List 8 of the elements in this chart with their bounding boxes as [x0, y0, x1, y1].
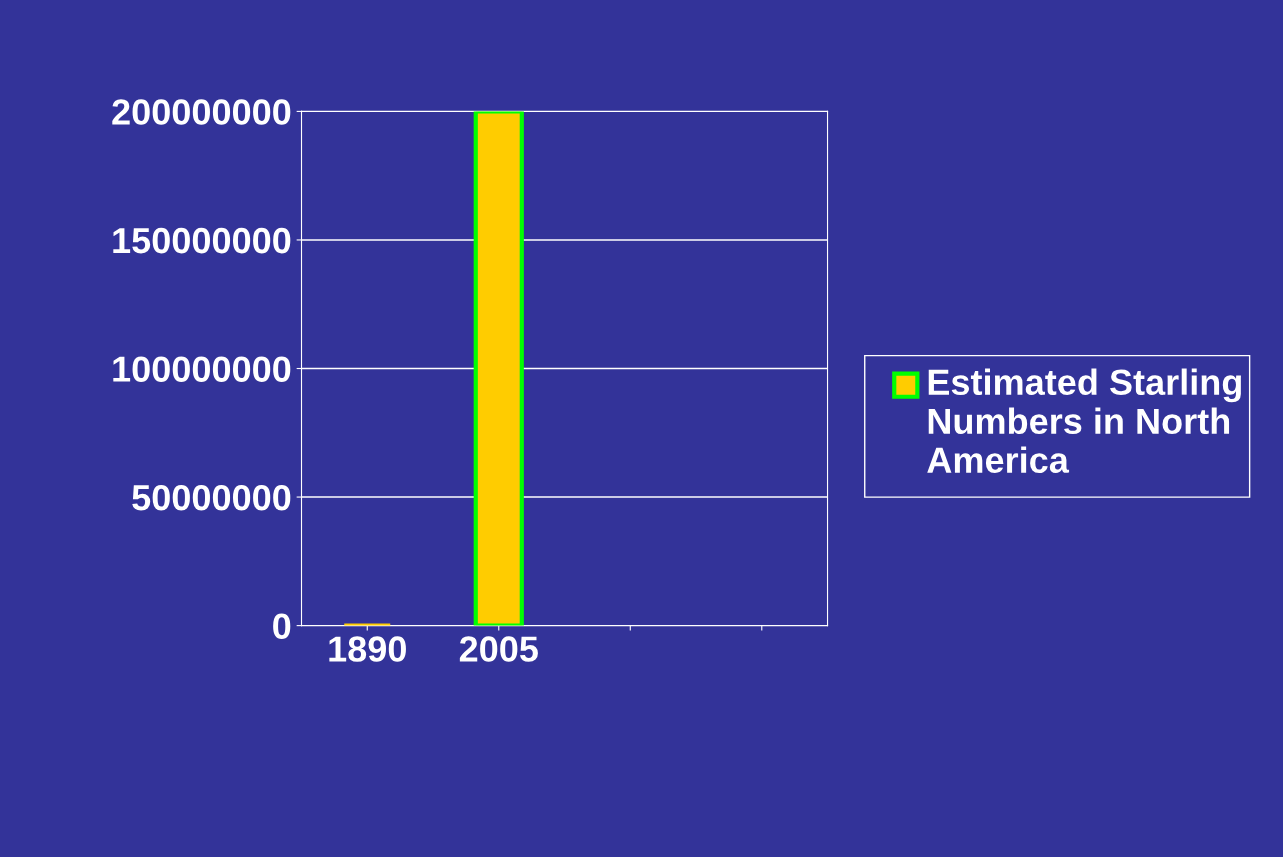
y-tick-label: 150000000 [113, 227, 291, 254]
legend-label: Estimated Starling Numbers in North America [927, 368, 1241, 473]
y-tick-label: 100000000 [113, 356, 291, 382]
y-tick-label: 50000000 [132, 484, 291, 511]
y-tick-label: 0 [273, 613, 291, 640]
x-tick-label: 1890 [329, 636, 406, 662]
x-tick-label: 2005 [459, 636, 538, 662]
y-tick-label: 200000000 [112, 99, 291, 125]
